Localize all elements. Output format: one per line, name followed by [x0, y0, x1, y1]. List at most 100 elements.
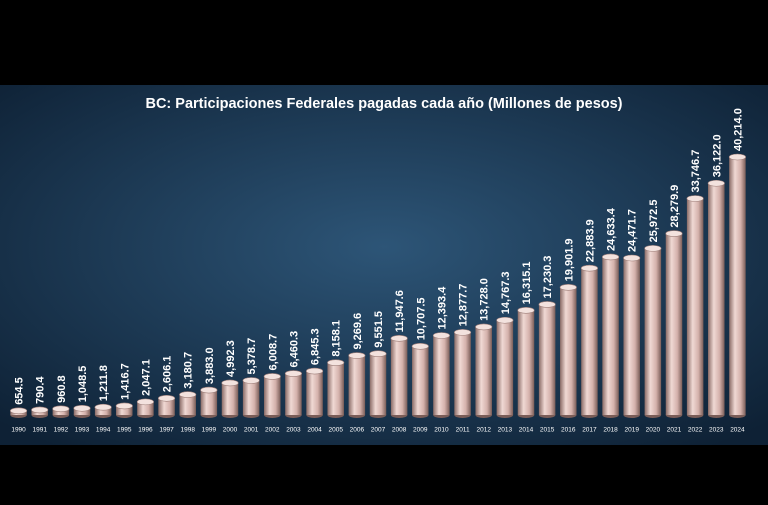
bar-cap [728, 153, 746, 161]
x-tick-label: 1999 [202, 427, 217, 434]
value-label: 6,845.3 [310, 328, 322, 365]
x-tick-label: 2004 [307, 427, 322, 434]
x-tick-label: 2009 [413, 427, 428, 434]
value-label: 9,269.6 [352, 313, 364, 350]
value-label: 9,551.5 [373, 311, 385, 348]
bar [158, 398, 175, 415]
bar [623, 257, 640, 415]
bar-cap [580, 264, 598, 272]
value-label: 25,972.5 [648, 200, 660, 243]
x-tick-label: 1996 [138, 427, 153, 434]
value-label: 3,180.7 [183, 352, 195, 389]
x-tick-label: 1995 [117, 427, 132, 434]
value-label: 33,746.7 [690, 150, 702, 193]
bar-cap [348, 352, 366, 359]
value-label: 960.8 [56, 375, 68, 403]
value-label: 14,767.3 [500, 271, 512, 314]
x-tick-label: 2007 [371, 427, 386, 434]
bar-cap [179, 391, 197, 398]
bar [390, 338, 408, 415]
bar [496, 320, 514, 415]
value-label: 19,901.9 [563, 238, 575, 281]
bar [475, 326, 492, 415]
x-tick-label: 2005 [328, 427, 343, 434]
bar-cap [242, 377, 260, 384]
bar-cap [31, 406, 49, 414]
bar [179, 394, 196, 415]
x-tick-label: 2013 [498, 427, 513, 434]
bar [454, 332, 471, 415]
bar [327, 362, 344, 415]
bar [517, 310, 535, 415]
bar-cap [390, 335, 408, 342]
value-label: 8,158.1 [331, 320, 343, 357]
bar [348, 355, 366, 415]
x-tick-label: 2019 [624, 427, 639, 434]
value-label: 10,707.5 [415, 297, 427, 340]
x-tick-label: 2011 [456, 427, 470, 434]
bar-cap [665, 230, 683, 237]
x-tick-label: 2002 [265, 427, 280, 434]
x-tick-label: 2018 [603, 427, 618, 434]
bar [200, 390, 218, 415]
value-label: 4,992.3 [225, 340, 237, 377]
bar-cap [517, 307, 535, 314]
x-tick-label: 1993 [75, 427, 90, 434]
value-label: 13,728.0 [479, 278, 491, 321]
bar [285, 373, 302, 415]
bar [306, 371, 323, 415]
x-tick-label: 2020 [646, 427, 661, 434]
x-tick-label: 2014 [519, 427, 534, 434]
bar-cap [115, 402, 133, 410]
value-label: 1,048.5 [77, 366, 89, 403]
bar-cap [686, 195, 704, 202]
bar-cap [432, 332, 450, 339]
x-tick-label: 1990 [11, 427, 26, 434]
x-tick-label: 2001 [244, 427, 259, 434]
x-tick-label: 2000 [223, 427, 238, 434]
bar-cap [306, 367, 324, 375]
value-label: 24,471.7 [627, 209, 639, 252]
bar [264, 376, 281, 415]
bar [242, 380, 260, 415]
x-tick-label: 2022 [688, 427, 703, 434]
value-label: 40,214.0 [732, 108, 744, 151]
bar [538, 304, 556, 415]
bar-cap [52, 405, 70, 413]
bar-cap [263, 373, 281, 380]
bar-cap [538, 301, 556, 308]
bar [73, 408, 91, 415]
bar-cap [623, 254, 641, 262]
x-tick-label: 2003 [286, 427, 301, 434]
bar-cap [10, 407, 28, 415]
x-tick-label: 2008 [392, 427, 407, 434]
x-tick-label: 2015 [540, 427, 555, 434]
x-tick-label: 1998 [180, 427, 195, 434]
value-label: 12,393.4 [436, 286, 448, 330]
bar [116, 405, 133, 415]
x-tick-label: 2017 [582, 427, 597, 434]
bar [433, 335, 450, 415]
bar [708, 183, 725, 415]
bar-cap [221, 379, 239, 387]
x-tick-label: 2012 [476, 427, 491, 434]
bar-cap [327, 359, 345, 366]
value-label: 6,460.3 [288, 331, 300, 368]
value-label: 2,047.1 [140, 359, 152, 396]
x-tick-label: 1992 [54, 427, 69, 434]
bar-cap [94, 403, 112, 411]
bar [665, 233, 683, 415]
bar [94, 407, 112, 415]
value-label: 22,883.9 [584, 219, 596, 262]
bar [221, 382, 239, 415]
bar-cap [200, 386, 218, 394]
value-label: 790.4 [35, 376, 47, 404]
value-label: 11,947.6 [394, 290, 406, 332]
bar [137, 401, 154, 415]
bar [412, 346, 429, 415]
bar [560, 287, 577, 415]
value-label: 17,230.3 [542, 256, 554, 299]
bar-cap [73, 404, 91, 412]
bar-cap [707, 179, 725, 187]
bar [369, 353, 387, 415]
